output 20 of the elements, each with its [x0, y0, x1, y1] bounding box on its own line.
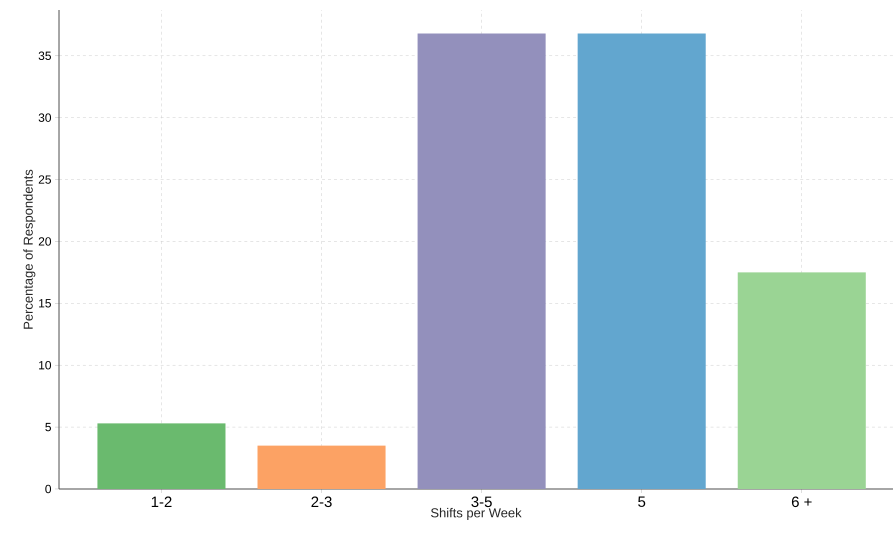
y-axis-title: Percentage of Respondents [23, 170, 36, 329]
bar [258, 446, 386, 489]
y-tick-label: 35 [38, 52, 51, 60]
x-axis-title: Shifts per Week [431, 508, 522, 520]
y-tick-label: 20 [38, 237, 52, 246]
y-tick-label: 15 [39, 299, 51, 308]
x-tick-label: 5 [638, 496, 646, 507]
bar [738, 272, 866, 489]
x-tick-label: 2-3 [311, 496, 332, 508]
x-tick-label: 3-5 [471, 496, 492, 508]
y-tick-label: 0 [45, 484, 52, 494]
y-tick-label: 25 [38, 175, 51, 184]
bar [418, 34, 546, 489]
y-tick-label: 10 [39, 360, 52, 370]
y-tick-label: 30 [38, 113, 52, 122]
bar [97, 423, 226, 489]
y-tick-label: 5 [45, 422, 51, 432]
x-tick-label: 6 + [792, 496, 812, 508]
bar [578, 34, 706, 489]
x-tick-label: 1-2 [152, 496, 172, 507]
